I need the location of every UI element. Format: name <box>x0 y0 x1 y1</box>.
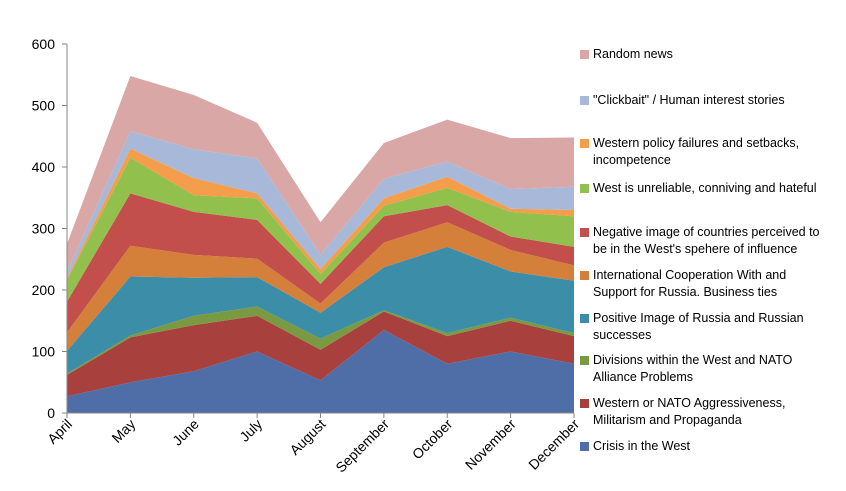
legend-label: Western or NATO Aggressiveness, Militari… <box>593 396 786 427</box>
legend: Random news "Clickbait" / Human interest … <box>580 46 842 466</box>
x-tick-label: September <box>332 416 392 476</box>
y-tick-labels: 0 100 200 300 400 500 600 <box>32 36 56 421</box>
legend-label: Divisions within the West and NATO Allia… <box>593 353 793 384</box>
legend-label: West is unreliable, conniving and hatefu… <box>593 181 817 195</box>
area-series-8 <box>67 148 574 281</box>
x-tick-label: August <box>286 416 328 458</box>
area-series-6 <box>67 193 574 333</box>
x-tick-label: November <box>462 416 519 473</box>
legend-item: Positive Image of Russia and Russian suc… <box>580 310 829 344</box>
legend-label: Crisis in the West <box>593 439 691 453</box>
legend-item: Random news <box>580 46 829 63</box>
area-series-group <box>67 76 574 413</box>
legend-label: Negative image of countries perceived to… <box>593 225 820 256</box>
area-series-3 <box>67 306 574 375</box>
area-series-1 <box>67 330 574 413</box>
legend-item: West is unreliable, conniving and hatefu… <box>580 180 829 197</box>
axes-group <box>62 43 575 418</box>
y-tick-label: 0 <box>47 405 55 421</box>
x-tick-label: May <box>108 416 138 446</box>
legend-item: Negative image of countries perceived to… <box>580 224 829 258</box>
area-series-2 <box>67 311 574 397</box>
area-series-4 <box>67 246 574 374</box>
area-series-10 <box>67 76 574 272</box>
y-tick-label: 300 <box>32 221 56 237</box>
legend-swatch <box>580 442 589 451</box>
y-tick-label: 400 <box>32 159 56 175</box>
legend-label: Western policy failures and setbacks, in… <box>593 136 800 167</box>
legend-label: Random news <box>593 47 673 61</box>
legend-swatch <box>580 314 589 323</box>
legend-item: International Cooperation With and Suppo… <box>580 267 829 301</box>
legend-item: Crisis in the West <box>580 438 829 455</box>
legend-swatch <box>580 271 589 280</box>
legend-label: Positive Image of Russia and Russian suc… <box>593 311 804 342</box>
area-series-7 <box>67 157 574 302</box>
legend-swatch <box>580 96 589 105</box>
x-tick-label: June <box>169 416 202 449</box>
legend-swatch <box>580 356 589 365</box>
legend-swatch <box>580 228 589 237</box>
legend-item: Divisions within the West and NATO Allia… <box>580 352 829 386</box>
legend-swatch <box>580 50 589 59</box>
y-tick-label: 100 <box>32 344 56 360</box>
legend-swatch <box>580 139 589 148</box>
legend-item: Western or NATO Aggressiveness, Militari… <box>580 395 829 429</box>
legend-swatch <box>580 399 589 408</box>
legend-item: Western policy failures and setbacks, in… <box>580 135 829 169</box>
y-tick-label: 200 <box>32 282 56 298</box>
x-tick-labels: April May June July August September October No… <box>44 416 582 476</box>
y-tick-label: 500 <box>32 98 56 114</box>
x-tick-label: July <box>236 416 265 445</box>
y-tick-label: 600 <box>32 36 56 52</box>
legend-item: "Clickbait" / Human interest stories <box>580 92 829 109</box>
area-series-9 <box>67 131 574 279</box>
x-tick-label: December <box>525 416 582 473</box>
legend-swatch <box>580 184 589 193</box>
legend-label: "Clickbait" / Human interest stories <box>593 93 785 107</box>
x-tick-label: October <box>409 416 456 463</box>
legend-label: International Cooperation With and Suppo… <box>593 268 787 299</box>
